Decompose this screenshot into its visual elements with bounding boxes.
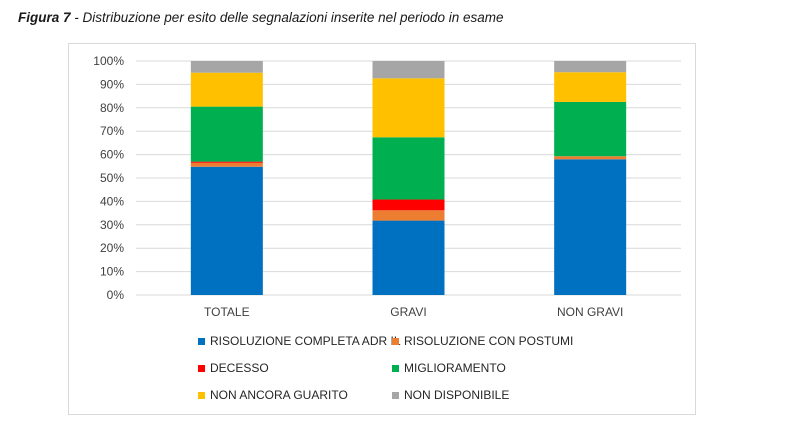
y-tick-label: 20% [100, 241, 124, 255]
bar-segment [190, 166, 263, 295]
y-tick-label: 10% [100, 265, 124, 279]
bar-segment [554, 61, 627, 73]
bar-segment [372, 220, 445, 295]
y-tick-label: 80% [100, 101, 124, 115]
legend-item: DECESSO [198, 361, 269, 375]
legend-label: MIGLIORAMENTO [404, 361, 506, 375]
bar-segment [554, 159, 627, 295]
bar-segment [190, 162, 263, 167]
bar-segment [372, 210, 445, 221]
bar-segment [372, 78, 445, 138]
y-tick-label: 40% [100, 194, 124, 208]
bar-segment [372, 137, 445, 200]
chart-frame [68, 43, 696, 415]
y-tick-label: 30% [100, 218, 124, 232]
legend-label: RISOLUZIONE CON POSTUMI [404, 334, 574, 348]
y-tick-label: 50% [100, 171, 124, 185]
legend-swatch [392, 364, 399, 372]
y-tick-label: 90% [100, 77, 124, 91]
legend-label: NON ANCORA GUARITO [210, 388, 348, 402]
legend-swatch [392, 337, 399, 345]
bar-segment [190, 106, 263, 162]
bar-segment [554, 156, 627, 160]
legend-item: NON ANCORA GUARITO [198, 388, 348, 402]
bar-segment [190, 161, 263, 163]
y-tick-label: 0% [107, 288, 125, 302]
legend-item: RISOLUZIONE COMPLETA ADR IL [198, 334, 401, 348]
x-tick-label: GRAVI [390, 305, 426, 319]
bar-segment [554, 101, 627, 157]
legend-swatch [198, 337, 205, 345]
legend-swatch [198, 391, 205, 399]
legend-swatch [198, 364, 205, 372]
legend-swatch [392, 391, 399, 399]
bar-segment [190, 72, 263, 107]
bar-segment [190, 61, 263, 73]
figure-label: Figura 7 [18, 10, 71, 25]
x-tick-label: NON GRAVI [557, 305, 623, 319]
y-tick-label: 60% [100, 148, 124, 162]
legend-label: DECESSO [210, 361, 269, 375]
figure-title: - Distribuzione per esito delle segnalaz… [70, 10, 504, 25]
y-tick-label: 100% [93, 54, 124, 68]
bar-segment [372, 61, 445, 79]
legend-label: NON DISPONIBILE [404, 388, 510, 402]
legend-label: RISOLUZIONE COMPLETA ADR IL [210, 334, 401, 348]
y-tick-label: 70% [100, 124, 124, 138]
bar-segment [554, 72, 627, 102]
bar-segment [372, 199, 445, 211]
figure-caption: Figura 7 - Distribuzione per esito delle… [18, 10, 504, 25]
legend-item: NON DISPONIBILE [392, 388, 509, 402]
legend-item: MIGLIORAMENTO [392, 361, 506, 375]
legend-item: RISOLUZIONE CON POSTUMI [392, 334, 573, 348]
x-tick-label: TOTALE [204, 305, 250, 319]
